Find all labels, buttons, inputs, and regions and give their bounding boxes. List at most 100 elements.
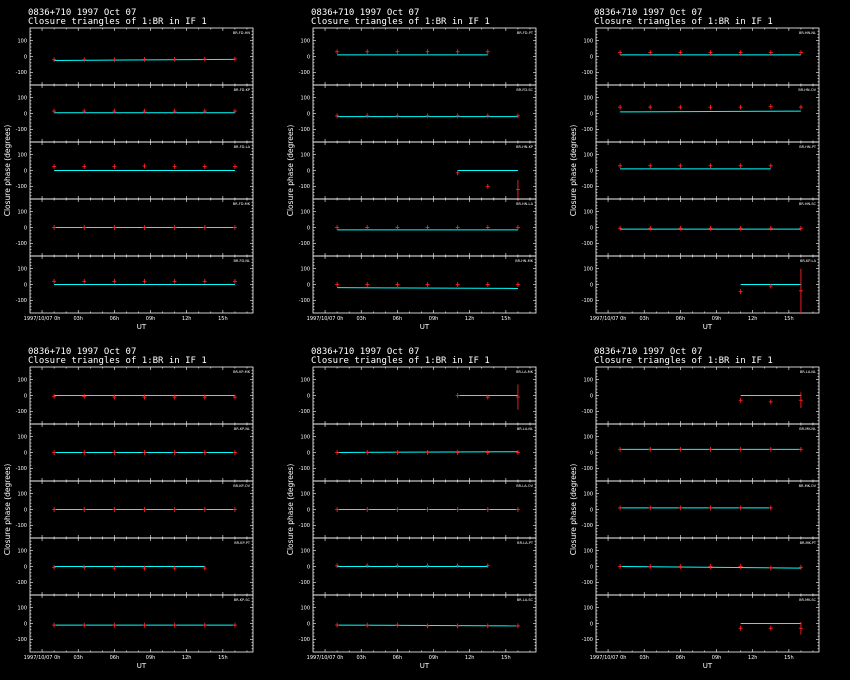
y-tick-label: 0 [24,225,27,231]
panel-frame [595,480,820,539]
panel-2: 100 0 -100 BR-MK-NL [582,423,820,482]
x-tick-label: 03h [356,655,366,661]
panel-4: 100 0 -100 BR-FD-MK [16,198,254,257]
panel-3: 100 0 -100 BR-HN-PT [582,141,820,200]
x-axis-label: UT [420,662,430,670]
x-tick-label: 03h [73,655,83,661]
panel-1: 100 0 -100 BR-LA-NL [582,366,820,425]
panel-1: 100 0 -100 BR-KP-MK [16,366,254,425]
figure-subtitle: Closure triangles of 1:BR in IF 1 [311,356,490,366]
x-tick-label: 06h [393,316,403,322]
y-tick-label: 100 [300,377,310,383]
y-axis-label: Closure phase (degrees) [3,125,12,217]
figure-title: 0836+710 1997 Oct 07 [28,8,136,18]
x-tick-label: 03h [356,316,366,322]
y-tick-label: 0 [590,393,593,399]
y-tick-label: 100 [17,605,27,611]
y-tick-label: -100 [16,580,27,586]
x-tick-label: 1997/10/07 0h [24,655,61,661]
y-tick-label: 100 [300,209,310,215]
panel-4: 100 0 -100 BR-HN-LA [299,198,537,257]
baseline-triangle-label: BR-MK-SC [799,598,816,602]
figure-title: 0836+710 1997 Oct 07 [28,347,136,357]
baseline-triangle-label: BR-LA-NL [800,370,816,374]
x-tick-label: 15h [784,655,794,661]
baseline-triangle-label: BR-LA-MK [516,370,534,374]
y-tick-label: -100 [16,70,27,76]
y-tick-label: -100 [582,409,593,415]
baseline-triangle-label: BR-FD-HN [233,31,251,35]
panel-2: 100 0 -100 BR-KP-NL [16,423,254,482]
baseline-triangle-label: BR-FD-NL [234,259,251,263]
y-tick-label: -100 [299,466,310,472]
y-axis-label: Closure phase (degrees) [286,125,295,217]
x-tick-label: 15h [501,655,511,661]
panel-1: 100 0 -100 BR-FD-PT [299,27,537,86]
y-tick-label: -100 [582,637,593,643]
x-tick-label: 03h [639,316,649,322]
baseline-triangle-label: BR-LA-OV [516,484,533,488]
x-axis-label: UT [703,662,713,670]
y-tick-label: 100 [583,152,593,158]
y-tick-label: -100 [582,298,593,304]
x-axis-label: UT [703,323,713,331]
panel-frame [595,27,820,86]
y-tick-label: -100 [582,184,593,190]
panel-3: 100 0 -100 BR-FD-LA [16,141,254,200]
baseline-triangle-label: BR-LA-SC [517,598,534,602]
y-tick-label: 0 [590,450,593,456]
baseline-triangle-label: BR-LA-PT [517,541,534,545]
x-axis-label: UT [137,323,147,331]
y-tick-label: 0 [590,564,593,570]
panel-2: 100 0 -100 BR-FD-KP [16,84,254,143]
y-tick-label: 100 [583,38,593,44]
x-tick-label: 15h [501,316,511,322]
panel-frame [312,198,537,257]
y-tick-label: 0 [307,111,310,117]
x-tick-label: 09h [146,655,156,661]
x-tick-label: 12h [182,655,192,661]
y-tick-label: 100 [300,491,310,497]
baseline-triangle-label: BR-HN-KP [516,145,533,149]
x-tick-label: 06h [110,316,120,322]
x-tick-label: 1997/10/07 0h [24,316,61,322]
x-tick-label: 12h [748,655,758,661]
baseline-triangle-label: BR-MK-PT [800,541,817,545]
panel-5: 100 0 -100 BR-FD-NL 1997/10/07 0h 03h 06h 09h 12… [16,255,254,331]
baseline-triangle-label: BR-KP-LA [800,259,817,263]
y-tick-label: 0 [307,507,310,513]
panel-3: 100 0 -100 BR-LA-OV [299,480,537,539]
baseline-triangle-label: BR-FD-PT [517,31,534,35]
y-tick-label: 0 [307,225,310,231]
x-tick-label: 1997/10/07 0h [307,655,344,661]
y-axis-label: Closure phase (degrees) [569,464,578,556]
baseline-triangle-label: BR-HN-PT [799,145,817,149]
panel-4: 100 0 -100 BR-MK-PT [582,537,820,596]
panel-frame [29,594,254,653]
y-tick-label: 0 [590,621,593,627]
y-axis-label: Closure phase (degrees) [569,125,578,217]
y-tick-label: -100 [299,241,310,247]
x-tick-label: 15h [218,316,228,322]
y-tick-label: -100 [582,466,593,472]
baseline-triangle-label: BR-HN-LA [516,202,533,206]
panel-frame [312,255,537,314]
y-tick-label: 0 [307,393,310,399]
y-tick-label: 100 [300,548,310,554]
x-tick-label: 12h [465,655,475,661]
panel-frame [595,141,820,200]
y-tick-label: 100 [300,95,310,101]
y-axis-label: Closure phase (degrees) [286,464,295,556]
x-tick-label: 12h [748,316,758,322]
y-tick-label: 0 [24,450,27,456]
y-tick-label: -100 [16,523,27,529]
panel-frame [29,84,254,143]
panel-frame [29,27,254,86]
figure-title: 0836+710 1997 Oct 07 [594,8,702,18]
y-tick-label: 0 [24,393,27,399]
y-tick-label: 100 [17,377,27,383]
y-tick-label: 0 [24,621,27,627]
